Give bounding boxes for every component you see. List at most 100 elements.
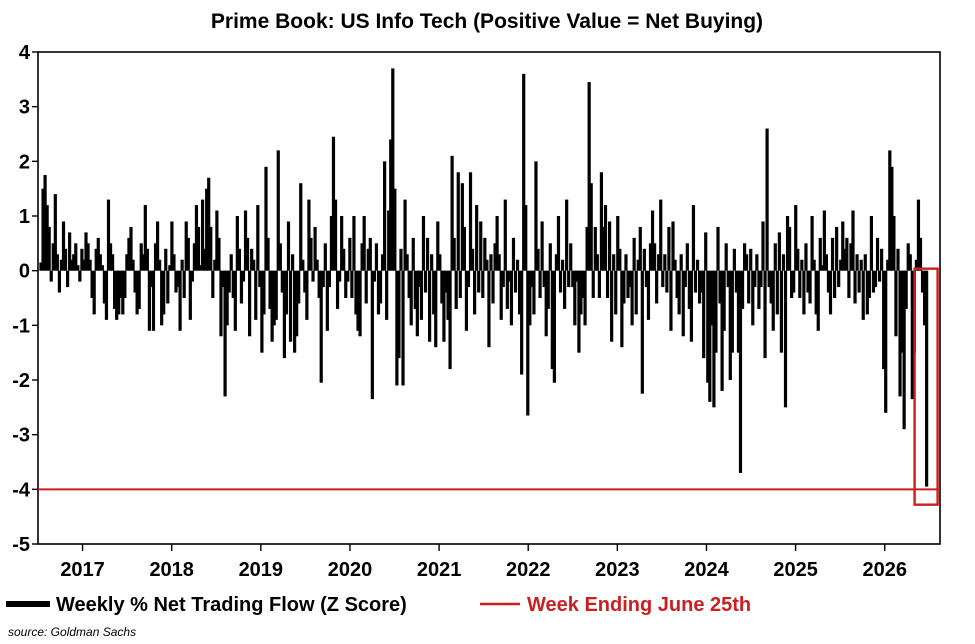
y-tick-label: 2 <box>19 151 30 173</box>
bar <box>329 216 334 271</box>
x-tick-label: 2023 <box>595 559 640 581</box>
bar <box>790 270 794 298</box>
bar <box>628 270 632 288</box>
bar <box>859 259 863 271</box>
bar <box>769 270 773 304</box>
bar <box>706 270 710 383</box>
bar <box>235 216 239 271</box>
bar <box>882 270 886 370</box>
bar <box>712 270 716 408</box>
bar <box>168 265 172 271</box>
bar <box>428 270 432 342</box>
bar <box>393 188 397 271</box>
bar <box>542 270 546 288</box>
bar <box>477 270 481 293</box>
bar <box>507 270 511 282</box>
bar <box>258 270 262 288</box>
bar <box>342 248 346 271</box>
bar <box>94 248 98 271</box>
bar <box>123 270 127 298</box>
bar <box>849 243 853 271</box>
bar <box>653 243 657 271</box>
bar <box>59 259 64 271</box>
bar <box>39 262 43 271</box>
bar <box>605 270 610 298</box>
bar <box>481 270 485 298</box>
bar <box>450 155 454 271</box>
bar <box>295 270 299 337</box>
bar <box>403 199 407 271</box>
bar <box>133 270 137 293</box>
bar <box>78 270 82 282</box>
bar <box>248 270 252 337</box>
bar <box>567 270 571 288</box>
bar <box>845 237 849 271</box>
bar <box>151 270 156 331</box>
bar <box>601 226 606 271</box>
bar <box>657 254 661 271</box>
bar <box>139 243 143 271</box>
bar <box>366 248 370 271</box>
bar <box>577 270 581 353</box>
bar <box>454 270 458 309</box>
bar <box>475 205 479 271</box>
bar <box>841 221 845 271</box>
y-tick-label: -4 <box>12 479 31 501</box>
bar <box>252 259 256 271</box>
bar <box>98 254 102 271</box>
bar <box>855 254 859 271</box>
bar <box>135 270 139 315</box>
bar <box>430 254 434 271</box>
bar <box>309 237 313 271</box>
bar <box>691 205 696 271</box>
bar <box>646 270 651 320</box>
bar <box>245 237 250 271</box>
bar <box>683 270 687 288</box>
bar <box>225 270 229 326</box>
bar <box>413 270 417 309</box>
bar <box>80 248 84 271</box>
bar <box>757 270 761 309</box>
bar <box>174 270 178 293</box>
bar <box>583 270 587 326</box>
bar <box>113 270 117 309</box>
bar <box>898 270 902 397</box>
bar <box>499 270 503 320</box>
bar <box>773 243 777 271</box>
bar <box>203 248 207 271</box>
bar <box>344 270 348 298</box>
bar <box>262 270 266 315</box>
bar <box>362 216 366 271</box>
x-tick-label: 2024 <box>684 559 729 581</box>
bar <box>501 270 505 288</box>
bar <box>352 216 356 271</box>
bar <box>301 259 305 271</box>
bar <box>473 270 477 315</box>
bar <box>548 243 552 271</box>
bar <box>644 270 649 288</box>
bar <box>918 237 923 271</box>
bar <box>162 270 166 315</box>
bar <box>796 248 800 271</box>
bar <box>53 194 57 271</box>
bar <box>209 226 213 271</box>
bar <box>659 199 663 271</box>
bar <box>581 270 585 298</box>
bar <box>121 270 125 315</box>
y-tick-label: 4 <box>19 42 31 64</box>
bar <box>638 226 642 271</box>
bar <box>871 270 876 293</box>
y-tick-label: -1 <box>12 315 30 337</box>
bar <box>785 216 790 271</box>
bar <box>804 243 808 271</box>
bar <box>166 270 170 304</box>
bar <box>219 270 223 337</box>
bar <box>215 210 219 271</box>
bar <box>290 254 295 271</box>
bar <box>822 210 826 271</box>
bar <box>556 216 561 271</box>
bar <box>444 270 448 293</box>
bar <box>779 270 784 353</box>
x-axis: 2017 2018 2019 2020 2021 2022 2023 2024 2025 2026 <box>60 544 907 581</box>
bar <box>383 161 387 271</box>
